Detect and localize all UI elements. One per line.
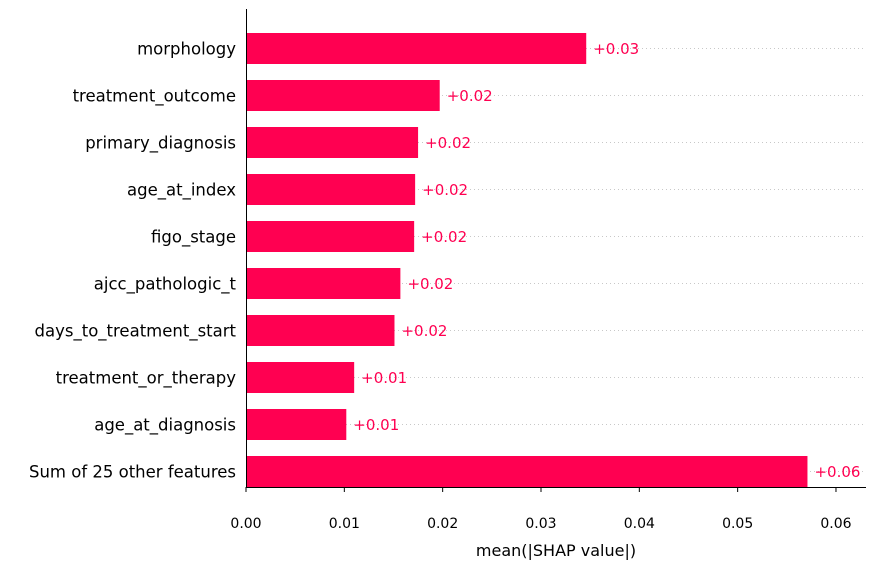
x-tick-label: 0.04	[624, 516, 655, 532]
bar-treatment-or-therapy	[246, 362, 355, 393]
category-label: age_at_index	[127, 181, 236, 201]
bar-ajcc-pathologic-t	[246, 268, 401, 299]
data-label: +0.01	[353, 416, 399, 434]
category-label: Sum of 25 other features	[29, 463, 236, 482]
data-label: +0.02	[421, 228, 467, 246]
bar-morphology	[246, 33, 587, 64]
x-tick-label: 0.00	[230, 516, 261, 532]
data-labels: +0.03 +0.02 +0.02 +0.02 +0.02 +0.02 +0.02 +0.01…	[353, 40, 860, 481]
data-label: +0.02	[422, 181, 468, 199]
category-label: age_at_diagnosis	[94, 416, 236, 436]
bar-treatment-outcome	[246, 80, 440, 111]
category-label: morphology	[137, 40, 236, 59]
bars	[246, 33, 808, 487]
data-label: +0.06	[814, 463, 860, 481]
category-label: treatment_or_therapy	[56, 369, 237, 389]
bar-sum-of-25-other-features	[246, 456, 808, 487]
data-label: +0.01	[361, 369, 407, 387]
category-label: figo_stage	[151, 228, 236, 248]
data-label: +0.02	[401, 322, 447, 340]
bar-age-at-index	[246, 174, 416, 205]
category-label: days_to_treatment_start	[35, 322, 237, 342]
bar-days-to-treatment-start	[246, 315, 395, 346]
bar-age-at-diagnosis	[246, 409, 347, 440]
bar-figo-stage	[246, 221, 415, 252]
data-label: +0.03	[593, 40, 639, 58]
bar-primary-diagnosis	[246, 127, 419, 158]
row-guides	[246, 48, 866, 472]
x-axis-title: mean(|SHAP value|)	[476, 541, 636, 560]
category-label: treatment_outcome	[73, 87, 236, 107]
category-label: ajcc_pathologic_t	[94, 275, 237, 295]
category-labels: morphology treatment_outcome primary_diagn…	[29, 40, 237, 482]
x-axis-ticks: 0.00 0.01 0.02 0.03 0.04 0.05 0.06	[230, 487, 852, 532]
x-tick-label: 0.03	[525, 516, 556, 532]
data-label: +0.02	[447, 87, 493, 105]
category-label: primary_diagnosis	[85, 134, 236, 154]
x-tick-label: 0.01	[329, 516, 360, 532]
data-label: +0.02	[407, 275, 453, 293]
x-tick-label: 0.05	[722, 516, 753, 532]
data-label: +0.02	[425, 134, 471, 152]
x-tick-label: 0.06	[820, 516, 851, 532]
x-tick-label: 0.02	[427, 516, 458, 532]
